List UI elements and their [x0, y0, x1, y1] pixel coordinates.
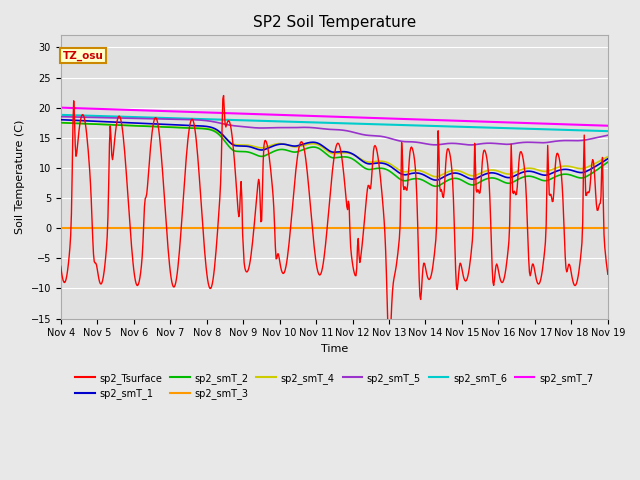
Text: TZ_osu: TZ_osu	[63, 50, 104, 60]
Legend: sp2_Tsurface, sp2_smT_1, sp2_smT_2, sp2_smT_3, sp2_smT_4, sp2_smT_5, sp2_smT_6, : sp2_Tsurface, sp2_smT_1, sp2_smT_2, sp2_…	[72, 369, 597, 403]
Title: SP2 Soil Temperature: SP2 Soil Temperature	[253, 15, 416, 30]
X-axis label: Time: Time	[321, 344, 348, 354]
Y-axis label: Soil Temperature (C): Soil Temperature (C)	[15, 120, 25, 234]
